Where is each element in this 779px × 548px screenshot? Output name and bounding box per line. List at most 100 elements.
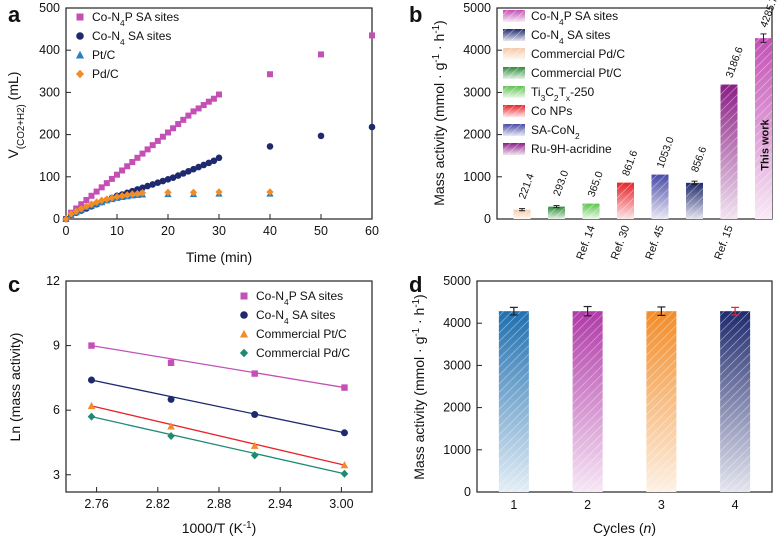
- legend-entry: Co-N4 SA sites: [92, 29, 171, 47]
- y-tick-label: 3: [53, 468, 60, 482]
- data-point: [318, 51, 324, 58]
- x-tick-label: 30: [212, 224, 226, 238]
- data-point: [216, 91, 222, 98]
- x-tick-label: 3: [658, 498, 665, 512]
- data-point: [266, 188, 274, 196]
- legend-entry: SA-CoN2: [531, 123, 580, 141]
- data-point: [159, 133, 166, 140]
- data-point: [169, 174, 177, 181]
- legend-swatch-hatch: [503, 124, 525, 136]
- legend-marker: [240, 292, 248, 300]
- data-point: [250, 441, 259, 449]
- data-point: [124, 163, 131, 170]
- y-tick-label: 2000: [463, 128, 491, 142]
- x-tick-label: 1: [510, 498, 517, 512]
- data-point: [340, 469, 349, 478]
- data-point: [210, 157, 218, 165]
- y-tick-label: 1000: [463, 170, 491, 184]
- data-point: [154, 137, 161, 144]
- y-tick-label: 6: [53, 403, 60, 417]
- data-point: [133, 189, 141, 198]
- data-point: [93, 188, 100, 195]
- this-work-label: This work: [760, 118, 772, 170]
- x-tick-label: 4: [732, 498, 739, 512]
- data-point: [103, 180, 110, 187]
- data-point: [108, 194, 116, 202]
- data-label: 293.0: [551, 169, 571, 198]
- data-point: [83, 197, 90, 204]
- panel-c: 2.76 2.82 2.88 2.94 3.00 3 6 9 12 1000/T (K-1) Ln …: [7, 272, 373, 536]
- data-point: [215, 154, 223, 162]
- data-point: [200, 161, 207, 169]
- data-point: [368, 123, 376, 131]
- legend-swatch-hatch: [503, 48, 525, 60]
- data-point: [103, 195, 111, 203]
- data-label: 4285.7: [758, 0, 779, 29]
- data-point: [134, 186, 141, 193]
- data-point: [119, 167, 126, 174]
- data-point: [205, 159, 213, 167]
- data-point: [175, 121, 182, 128]
- legend-entry: Commercial Pd/C: [531, 47, 625, 61]
- data-point: [129, 159, 136, 166]
- data-point: [317, 132, 325, 140]
- data-point: [167, 359, 175, 367]
- data-point: [167, 422, 175, 430]
- data-point: [88, 342, 95, 349]
- data-point: [190, 165, 197, 173]
- bar-hatch: [720, 311, 751, 492]
- y-tick-label: 100: [39, 170, 60, 184]
- data-point: [250, 451, 259, 460]
- legend-marker: [75, 50, 85, 59]
- fit-line: [91, 379, 345, 434]
- data-point: [88, 192, 95, 199]
- data-point: [170, 125, 177, 132]
- legend-entry: Commercial Pt/C: [531, 66, 622, 80]
- data-point: [123, 191, 131, 199]
- data-point: [144, 146, 151, 153]
- legend-swatch-hatch: [503, 29, 525, 41]
- data-point: [340, 429, 348, 437]
- data-point: [139, 150, 146, 157]
- data-point: [87, 412, 96, 421]
- y-axis-label: V(CO2+H2) (mL): [5, 72, 27, 159]
- y-tick-label: 400: [39, 43, 60, 57]
- bar-hatch: [755, 38, 772, 219]
- data-point: [118, 191, 126, 200]
- data-point: [87, 401, 96, 410]
- fit-line: [91, 344, 345, 389]
- data-label: 3186.6: [724, 45, 746, 79]
- y-tick-label: 3000: [463, 85, 491, 99]
- legend-swatch-hatch: [503, 86, 525, 98]
- data-point: [67, 210, 75, 218]
- data-point: [215, 188, 223, 196]
- legend-entry: Co-N4P SA sites: [92, 10, 179, 28]
- data-point: [190, 108, 197, 115]
- reference-label: Ref. 45: [643, 224, 666, 261]
- data-point: [341, 384, 348, 391]
- legend-entry: Ru-9H-acridine: [531, 142, 612, 156]
- bar-hatch: [498, 311, 529, 492]
- bar-hatch: [617, 182, 634, 219]
- data-point: [78, 201, 85, 208]
- bar-hatch: [548, 206, 565, 219]
- bar-hatch: [572, 311, 603, 492]
- data-point: [88, 376, 95, 384]
- data-point: [195, 105, 202, 112]
- x-tick-label: 50: [314, 224, 328, 238]
- data-point: [62, 215, 70, 223]
- data-point: [167, 395, 175, 403]
- data-point: [98, 196, 106, 205]
- y-axis-label: Mass activity (mmol · g-1 · h-1): [431, 20, 448, 205]
- bar-hatch: [582, 203, 600, 219]
- y-tick-label: 0: [484, 212, 491, 226]
- legend-marker: [76, 13, 84, 21]
- y-tick-label: 12: [46, 274, 60, 288]
- y-tick-label: 300: [39, 85, 60, 99]
- data-point: [159, 177, 167, 185]
- legend-marker: [239, 329, 249, 338]
- legend-marker: [76, 32, 84, 40]
- bar-hatch: [513, 209, 531, 219]
- y-tick-label: 5000: [443, 274, 471, 288]
